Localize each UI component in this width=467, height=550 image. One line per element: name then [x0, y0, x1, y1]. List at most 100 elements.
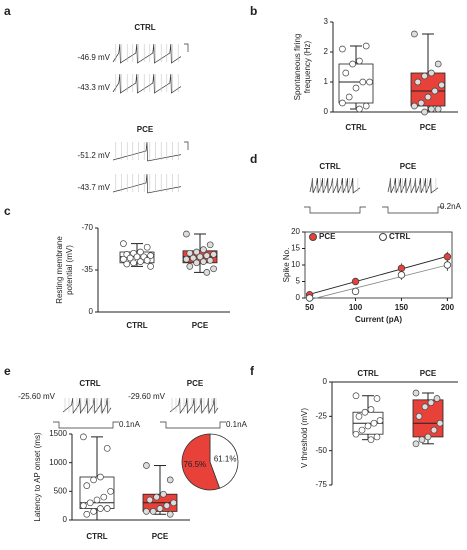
data-point: [436, 419, 444, 427]
x-tick-label: PCE: [420, 123, 437, 132]
data-point: [421, 72, 428, 80]
potential-label: -43.7 mV: [78, 183, 111, 192]
data-point: [417, 99, 425, 107]
data-point: [412, 440, 420, 448]
data-point: [196, 253, 204, 261]
data-point: [352, 430, 360, 438]
data-point: [83, 482, 91, 489]
trace-title: CTRL: [319, 162, 340, 171]
data-point: [362, 102, 370, 110]
data-point: [120, 255, 127, 263]
data-point: [421, 108, 428, 116]
data-point: [418, 436, 426, 444]
data-point: [120, 240, 127, 247]
data-point: [339, 45, 346, 53]
trace: [169, 397, 219, 415]
data-point: [424, 93, 432, 101]
data-point: [411, 30, 418, 38]
data-point: [126, 254, 134, 262]
scale-label: 0.1nA: [119, 420, 141, 429]
x-axis-label: Current (pA): [355, 315, 402, 324]
data-point: [342, 69, 350, 77]
y-tick-label: 0: [323, 377, 328, 386]
data-point: [358, 426, 366, 434]
trace: [112, 43, 182, 64]
data-point: [193, 259, 200, 267]
data-point: [428, 69, 435, 77]
y-tick-label: -75: [315, 480, 327, 489]
data-point: [90, 508, 97, 515]
scale-label: 0.1nA: [226, 420, 248, 429]
stimulus: [382, 206, 444, 214]
data-point: [443, 261, 452, 269]
pie-label: 61.1%: [214, 454, 237, 463]
data-point: [200, 258, 207, 265]
x-tick-label: CTRL: [345, 123, 366, 132]
y-axis-label: V threshold (mV): [300, 408, 309, 468]
plot-frame: [304, 231, 453, 299]
data-point: [130, 259, 137, 267]
legend-marker: [309, 233, 317, 241]
y-tick-label: 0: [324, 107, 329, 116]
x-tick-label: 150: [395, 303, 409, 312]
data-point: [412, 389, 420, 397]
scale-label: 0.2nA: [440, 202, 462, 211]
data-point: [80, 502, 87, 510]
trace-title: PCE: [187, 379, 204, 388]
y-tick-label: 2: [324, 47, 329, 56]
y-axis-label: Spike No.: [282, 248, 291, 283]
data-point: [427, 399, 435, 406]
trace: [112, 73, 182, 94]
data-point: [183, 230, 190, 238]
x-tick-label: PCE: [192, 321, 209, 330]
data-point: [433, 395, 441, 402]
data-point: [411, 102, 418, 110]
data-point: [305, 294, 314, 302]
data-point: [415, 412, 423, 420]
trace: [112, 173, 182, 194]
data-point: [147, 263, 154, 270]
data-point: [143, 508, 150, 515]
data-point: [97, 473, 104, 481]
data-point: [183, 255, 190, 263]
potential-label: -25.60 mV: [18, 392, 56, 401]
data-point: [430, 426, 438, 434]
potential-label: -46.9 mV: [78, 53, 111, 62]
y-tick-label: 500: [54, 486, 68, 495]
x-tick-label: 100: [349, 303, 363, 312]
data-point: [345, 93, 353, 101]
stimulus: [304, 206, 366, 214]
data-point: [166, 510, 174, 518]
data-point: [352, 84, 360, 92]
data-point: [438, 81, 445, 89]
data-point: [163, 502, 171, 510]
pie-slice: [209, 433, 239, 489]
y-tick-label: 1500: [49, 429, 67, 438]
pie-label: 76.5%: [183, 460, 206, 469]
y-tick-label: 3: [324, 17, 329, 26]
data-point: [147, 252, 154, 259]
data-point: [156, 505, 164, 512]
data-point: [123, 260, 131, 268]
data-point: [103, 444, 111, 452]
data-point: [349, 60, 356, 68]
data-point: [100, 493, 108, 501]
data-point: [193, 248, 200, 256]
data-point: [362, 42, 370, 50]
data-point: [107, 487, 114, 495]
x-tick-label: PCE: [420, 369, 437, 378]
x-tick-label: 200: [441, 303, 455, 312]
data-point: [373, 433, 381, 441]
y-tick-label: 15: [291, 244, 300, 253]
data-point: [367, 436, 375, 444]
data-point: [97, 505, 104, 512]
data-point: [143, 257, 151, 264]
data-point: [153, 493, 160, 501]
data-point: [83, 510, 91, 518]
y-tick-label: 0: [63, 515, 68, 524]
y-axis-label: Resting membrane: [55, 236, 64, 304]
data-point: [431, 87, 439, 95]
x-tick-label: CTRL: [126, 321, 147, 330]
data-point: [364, 422, 372, 430]
data-point: [361, 408, 369, 416]
